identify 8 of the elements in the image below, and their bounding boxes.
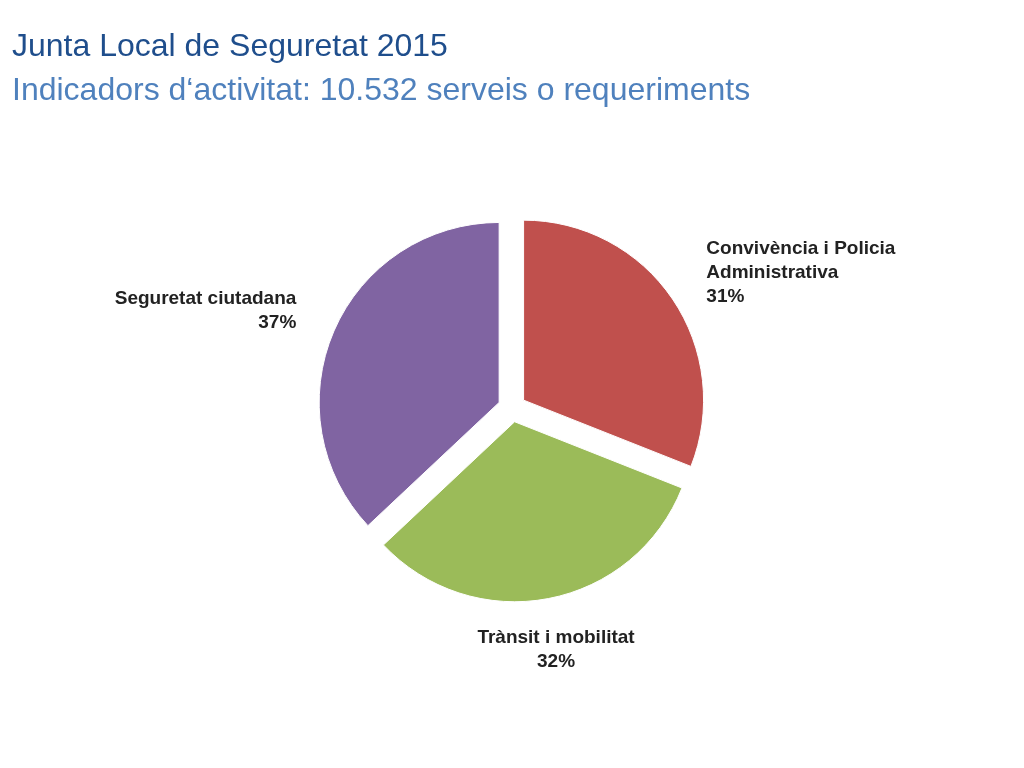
slice-label: Trànsit i mobilitat	[477, 625, 636, 647]
chart-subtitle: Indicadors d‘activitat: 10.532 serveis o requeriments	[12, 71, 751, 107]
slice-label: Seguretat ciutadana	[114, 286, 297, 308]
data-label: 31%	[706, 284, 745, 306]
slice-label: Convivència i Policia Administrativa	[706, 236, 896, 282]
data-label: 32%	[537, 649, 576, 671]
chart-title: Junta Local de Seguretat 2015	[12, 27, 448, 63]
data-label: 37%	[258, 310, 297, 332]
